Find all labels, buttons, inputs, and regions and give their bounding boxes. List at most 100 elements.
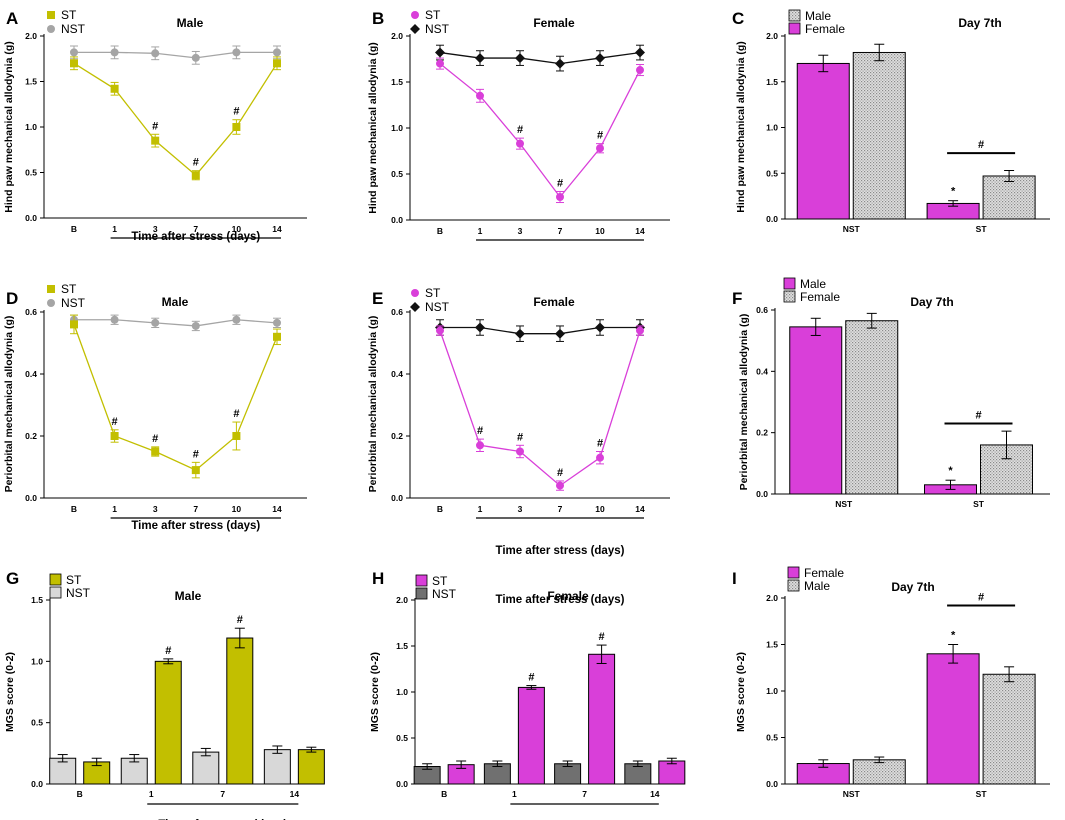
legend-swatch — [787, 579, 800, 592]
bar — [852, 51, 906, 220]
legend-label: ST — [432, 574, 448, 588]
y-axis-label: MGS score (0-2) — [369, 652, 381, 732]
series-female — [852, 43, 1036, 220]
y-tick-label: 1.5 — [766, 640, 778, 650]
x-tick-label: B — [441, 789, 447, 799]
series-nst — [435, 319, 645, 342]
series-st: # # # — [436, 57, 644, 204]
series-nst — [70, 314, 281, 332]
significance-mark: # — [152, 120, 158, 132]
data-point — [110, 315, 119, 324]
legend-swatch — [787, 566, 800, 579]
series-line — [439, 63, 641, 199]
legend-label: NST — [61, 296, 86, 310]
chart-title: Day 7th — [958, 16, 1001, 30]
bracket-mark: # — [975, 409, 981, 421]
series-line — [439, 51, 641, 65]
legend-swatch — [788, 22, 801, 35]
y-tick-label: 0.0 — [391, 215, 403, 225]
x-tick-label: B — [437, 504, 443, 514]
y-tick-label: 2.0 — [396, 595, 408, 605]
y-tick-label: 0.5 — [766, 168, 778, 178]
chart-title: Female — [547, 589, 589, 603]
bar — [658, 760, 686, 785]
data-point — [70, 59, 78, 68]
y-tick-label: 0.6 — [25, 307, 37, 317]
legend-swatch — [49, 573, 62, 586]
y-tick-label: 0.0 — [766, 779, 778, 789]
bar — [49, 757, 77, 785]
y-tick-label: 0.2 — [25, 431, 37, 441]
data-point — [273, 48, 281, 57]
significance-mark: # — [152, 433, 158, 445]
data-point — [273, 59, 281, 68]
legend-label: ST — [425, 8, 441, 22]
data-point — [595, 53, 605, 64]
data-point — [556, 481, 564, 490]
x-axis-label: Time after stress (days) — [131, 520, 260, 532]
x-tick-label: B — [71, 224, 77, 234]
significance-mark: # — [165, 645, 171, 657]
data-point — [475, 322, 485, 333]
data-point — [636, 326, 644, 335]
bar — [192, 751, 220, 785]
legend-label: NST — [425, 22, 450, 36]
legend-label: Male — [805, 9, 831, 23]
data-point — [476, 91, 484, 100]
x-tick-label: 14 — [272, 504, 282, 514]
y-tick-label: 1.0 — [25, 122, 37, 132]
x-tick-label: 3 — [153, 504, 158, 514]
series-female — [845, 312, 1033, 495]
series-line — [74, 51, 277, 59]
y-tick-label: 0.4 — [391, 369, 403, 379]
legend-label: ST — [66, 573, 82, 587]
y-tick-label: 0.5 — [766, 733, 778, 743]
series-st: # # # — [70, 56, 281, 181]
panel-b: B Female 0.0 0.5 1.0 1.5 2.0 Hind paw mechanica… — [367, 8, 670, 606]
data-point — [515, 328, 525, 339]
significance-mark: # — [517, 431, 523, 443]
significance-mark: * — [948, 465, 953, 477]
legend-swatch — [415, 587, 428, 600]
bar — [926, 653, 980, 785]
y-tick-label: 2.0 — [391, 31, 403, 41]
y-tick-label: 0.2 — [756, 428, 768, 438]
y-tick-label: 2.0 — [766, 593, 778, 603]
series-st: # # # # — [70, 314, 281, 479]
x-axis-label: Time after stress (days) — [496, 545, 625, 557]
x-tick-label: 7 — [558, 226, 563, 236]
y-tick-label: 0.0 — [396, 779, 408, 789]
y-tick-label: 1.5 — [25, 77, 37, 87]
series-nst — [70, 45, 281, 65]
data-point — [476, 441, 484, 450]
legend-marker — [410, 302, 420, 312]
x-tick-label: 14 — [635, 226, 645, 236]
x-tick-label: ST — [973, 499, 985, 509]
x-tick-label: 10 — [232, 224, 242, 234]
data-point — [151, 318, 160, 327]
legend-label: NST — [432, 587, 457, 601]
series-line — [439, 330, 641, 487]
significance-mark: # — [233, 408, 239, 420]
y-tick-label: 0.6 — [756, 305, 768, 315]
y-tick-label: 2.0 — [25, 31, 37, 41]
y-tick-label: 0.5 — [25, 168, 37, 178]
significance-mark: # — [597, 438, 603, 450]
x-tick-label: NST — [843, 224, 861, 234]
panel-f: F Day 7th 0.0 0.2 0.4 0.6 Periorbital mechanic… — [732, 277, 1050, 509]
data-point — [435, 47, 445, 58]
panel-letter: F — [732, 289, 742, 308]
y-axis-label: Periorbital mechanical allodynia (g) — [3, 316, 15, 493]
x-tick-label: 1 — [112, 224, 117, 234]
data-point — [110, 48, 119, 57]
data-point — [232, 315, 241, 324]
bar — [263, 749, 291, 785]
data-point — [110, 84, 119, 93]
data-point — [191, 466, 200, 475]
data-point — [636, 66, 644, 75]
bar — [297, 749, 325, 785]
